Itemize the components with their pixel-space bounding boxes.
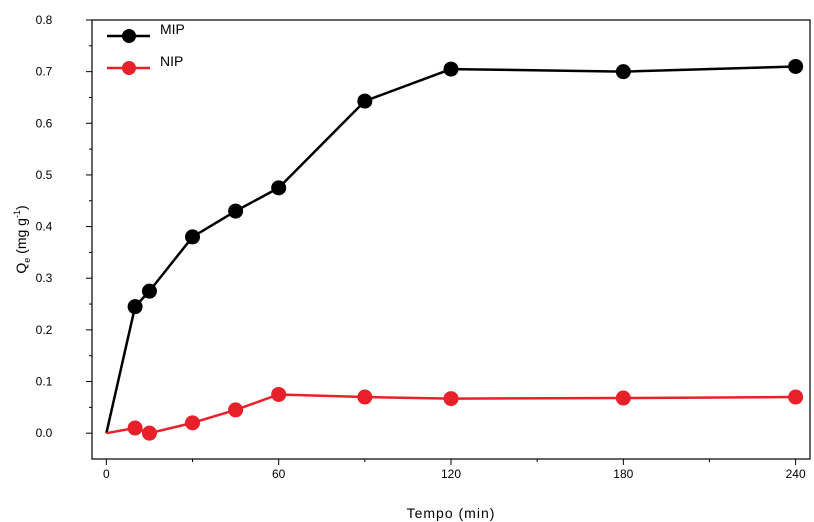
- data-point-mip: [141, 283, 157, 299]
- data-point-mip: [357, 93, 373, 109]
- data-point-nip: [185, 415, 201, 431]
- data-point-mip: [185, 229, 201, 245]
- y-tick-label: 0.6: [36, 116, 53, 130]
- data-point-nip: [357, 389, 373, 405]
- data-point-mip: [788, 58, 804, 74]
- y-tick-label: 0.1: [36, 375, 53, 389]
- legend-marker-nip: [122, 61, 136, 75]
- legend: MIP NIP: [107, 21, 185, 75]
- x-tick-label: 0: [103, 467, 110, 481]
- data-point-nip: [127, 420, 143, 436]
- legend-label-nip: NIP: [160, 53, 183, 69]
- y-tick-label: 0.8: [36, 13, 53, 27]
- data-point-nip: [443, 391, 459, 407]
- y-tick-label: 0.7: [36, 65, 53, 79]
- series-layer: [105, 58, 804, 441]
- y-title-close: ): [13, 205, 29, 210]
- x-tick-label: 240: [786, 467, 806, 481]
- x-tick-label: 60: [272, 467, 286, 481]
- data-point-mip: [615, 64, 631, 80]
- data-point-mip: [443, 61, 459, 77]
- series-nip: [106, 386, 804, 441]
- legend-label-mip: MIP: [160, 21, 185, 37]
- legend-marker-mip: [122, 29, 136, 43]
- axes: 0 60 120 180 240 0.0 0.1 0.2 0.3 0.4 0.5 0.6 0.7 0.8: [36, 13, 811, 481]
- y-tick-label: 0.0: [36, 426, 53, 440]
- data-point-nip: [271, 386, 287, 402]
- data-point-mip: [228, 203, 244, 219]
- y-axis-title: Qe (mg g-1): [12, 205, 32, 273]
- y-title-unit: (mg g: [13, 218, 29, 258]
- x-tick-label: 180: [613, 467, 633, 481]
- data-point-nip: [788, 389, 804, 405]
- data-point-nip: [615, 390, 631, 406]
- y-tick-label: 0.3: [36, 271, 53, 285]
- series-line-mip: [105, 65, 796, 434]
- y-title-sub: e: [22, 258, 32, 263]
- series-line-nip: [106, 393, 796, 435]
- x-tick-label: 120: [441, 467, 461, 481]
- data-point-nip: [141, 425, 157, 441]
- x-axis-title: Tempo (min): [407, 505, 496, 521]
- y-title-main: Q: [13, 263, 29, 274]
- y-tick-label: 0.2: [36, 323, 53, 337]
- y-tick-label: 0.5: [36, 168, 53, 182]
- data-point-nip: [228, 402, 244, 418]
- y-tick-label: 0.4: [36, 220, 53, 234]
- series-mip: [105, 58, 804, 434]
- data-point-mip: [127, 299, 143, 315]
- data-point-mip: [271, 180, 287, 196]
- y-title-sup: -1: [12, 210, 22, 218]
